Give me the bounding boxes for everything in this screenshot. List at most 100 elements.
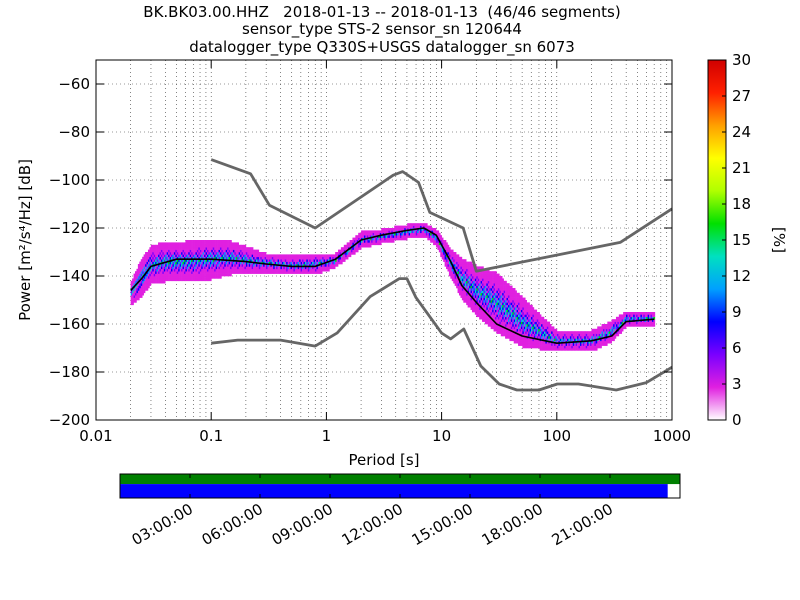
heatmap-cell: [268, 256, 271, 260]
heatmap-cell: [620, 321, 623, 325]
heatmap-cell: [310, 261, 313, 265]
heatmap-cell: [502, 292, 504, 296]
heatmap-cell: [228, 244, 231, 248]
heatmap-cell: [183, 261, 186, 265]
heatmap-cell: [320, 268, 323, 272]
heatmap-cell: [535, 340, 538, 344]
heatmap-cell: [230, 242, 232, 246]
heatmap-cell: [335, 252, 337, 255]
heatmap-cell: [382, 240, 385, 243]
heatmap-cell: [242, 249, 245, 253]
heatmap-cell: [242, 244, 245, 248]
heatmap-cell: [227, 273, 229, 277]
heatmap-cell: [538, 314, 540, 318]
heatmap-cell: [408, 225, 411, 229]
heatmap-cell: [492, 300, 494, 303]
heatmap-cell: [198, 252, 201, 255]
heatmap-cell: [564, 343, 566, 346]
heatmap-cell: [257, 271, 260, 274]
heatmap-cell: [513, 324, 516, 327]
heatmap-cell: [366, 230, 369, 234]
heatmap-cell: [362, 242, 365, 246]
heatmap-cell: [368, 244, 371, 248]
heatmap-cell: [601, 324, 604, 327]
heatmap-cell: [185, 242, 188, 246]
heatmap-cell: [312, 261, 314, 265]
heatmap-cell: [218, 271, 221, 274]
heatmap-cell: [529, 326, 532, 330]
heatmap-cell: [196, 268, 199, 272]
heatmap-cell: [464, 261, 467, 265]
heatmap-cell: [147, 264, 150, 267]
heatmap-cell: [512, 295, 515, 298]
heatmap-cell: [470, 264, 473, 267]
heatmap-cell: [188, 266, 191, 270]
heatmap-cell: [638, 314, 641, 318]
heatmap-cell: [437, 235, 440, 238]
heatmap-cell: [549, 345, 552, 349]
heatmap-cell: [166, 264, 169, 267]
heatmap-cell: [205, 247, 208, 250]
heatmap-cell: [299, 271, 301, 274]
heatmap-cell: [440, 247, 443, 250]
heatmap-cell: [268, 254, 271, 258]
heatmap-cell: [263, 256, 265, 260]
heatmap-cell: [260, 266, 263, 270]
heatmap-cell: [431, 237, 434, 241]
heatmap-cell: [630, 321, 633, 325]
heatmap-cell: [267, 268, 270, 272]
heatmap-cell: [526, 333, 529, 337]
heatmap-cell: [615, 316, 618, 320]
heatmap-cell: [522, 316, 525, 320]
heatmap-cell: [244, 249, 247, 253]
heatmap-cell: [152, 276, 155, 279]
heatmap-cell: [502, 295, 504, 298]
heatmap-cell: [592, 336, 595, 339]
heatmap-cell: [159, 256, 162, 260]
heatmap-cell: [427, 232, 430, 236]
heatmap-cell: [477, 283, 480, 286]
heatmap-cell: [181, 256, 183, 260]
heatmap-cell: [499, 285, 502, 289]
heatmap-cell: [258, 264, 261, 267]
heatmap-cell: [482, 316, 484, 320]
heatmap-cell: [222, 249, 225, 253]
heatmap-cell: [525, 304, 527, 308]
heatmap-cell: [441, 240, 444, 243]
heatmap-cell: [453, 254, 455, 258]
heatmap-cell: [535, 316, 538, 320]
heatmap-cell: [461, 280, 464, 284]
heatmap-cell: [192, 276, 195, 279]
heatmap-cell: [260, 254, 263, 258]
heatmap-cell: [476, 285, 479, 289]
heatmap-cell: [483, 273, 486, 277]
heatmap-cell: [163, 276, 166, 279]
heatmap-cell: [136, 290, 139, 294]
heatmap-cell: [477, 266, 480, 270]
heatmap-cell: [270, 271, 273, 274]
heatmap-cell: [369, 240, 372, 243]
heatmap-cell: [519, 340, 522, 344]
heatmap-cell: [490, 292, 493, 296]
heatmap-cell: [195, 247, 198, 250]
heatmap-cell: [614, 333, 617, 337]
heatmap-cell: [194, 264, 196, 267]
heatmap-cell: [649, 324, 651, 327]
heatmap-cell: [149, 254, 152, 258]
heatmap-cell: [600, 328, 602, 332]
heatmap-cell: [166, 278, 169, 282]
heatmap-cell: [361, 232, 363, 236]
heatmap-cell: [513, 340, 516, 344]
heatmap-cell: [212, 261, 215, 265]
heatmap-cell: [178, 264, 180, 267]
heatmap-cell: [196, 240, 199, 243]
heatmap-cell: [440, 244, 443, 248]
heatmap-cell: [222, 264, 225, 267]
heatmap-cell: [206, 249, 209, 253]
heatmap-cell: [510, 324, 513, 327]
heatmap-cell: [322, 259, 324, 262]
heatmap-cell: [500, 297, 503, 301]
heatmap-cell: [513, 297, 516, 301]
heatmap-cell: [365, 244, 368, 248]
heatmap-cell: [169, 247, 172, 250]
